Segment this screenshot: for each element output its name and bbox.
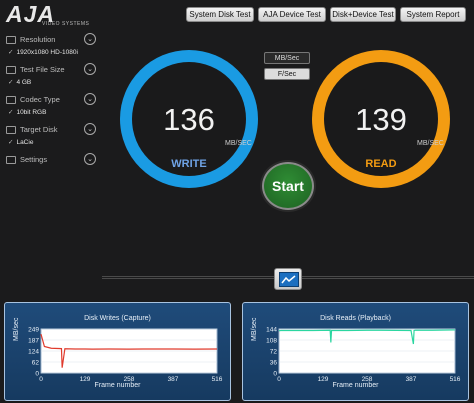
settings-label: Settings <box>20 155 48 164</box>
chevron-down-icon[interactable]: ⌄ <box>84 33 96 45</box>
y-tick-label: 62 <box>32 360 40 367</box>
x-tick-label: 516 <box>450 376 461 383</box>
y-axis-label: MB/sec <box>251 317 258 341</box>
x-tick-label: 387 <box>406 376 417 383</box>
mb-per-sec-toggle[interactable]: MB/Sec <box>264 52 310 64</box>
x-tick-label: 258 <box>362 376 373 383</box>
disk-writes-panel: Disk Writes (Capture) MB/sec Frame numbe… <box>4 302 231 401</box>
series-line <box>278 329 456 345</box>
series-line <box>40 333 218 368</box>
file-size-label: Test File Size <box>20 65 65 74</box>
x-tick-label: 387 <box>168 376 179 383</box>
line-graph-icon <box>279 272 299 287</box>
aja-device-test-button[interactable]: AJA Device Test <box>258 7 326 22</box>
y-tick-label: 144 <box>266 327 277 334</box>
disk-device-test-button[interactable]: Disk+Device Test <box>330 7 396 22</box>
system-report-button[interactable]: System Report <box>400 7 466 22</box>
read-unit: MB/SEC <box>417 140 444 147</box>
disk-writes-chart: 249 187 124 62 00 129 258 387 516 <box>28 327 223 384</box>
sidebar-settings[interactable]: Settings ⌄ <box>6 153 96 166</box>
codec-label: Codec Type <box>20 95 60 104</box>
x-tick-label: 258 <box>124 376 135 383</box>
sidebar-codec[interactable]: Codec Type ⌄ <box>6 93 96 106</box>
write-unit: MB/SEC <box>225 140 252 147</box>
x-axis-label: Frame number <box>94 382 141 389</box>
write-label: WRITE <box>171 158 207 170</box>
sidebar-target-disk[interactable]: Target Disk ⌄ <box>6 123 96 136</box>
write-value: 136 <box>163 102 215 137</box>
y-tick-label: 0 <box>35 371 39 378</box>
monitor-icon <box>6 35 16 44</box>
graph-toggle-button[interactable] <box>274 268 302 290</box>
y-tick-label: 108 <box>266 338 277 345</box>
target-disk-label: Target Disk <box>20 125 58 134</box>
read-label: READ <box>365 158 397 170</box>
x-axis-label: Frame number <box>332 382 379 389</box>
resolution-value: ✓ 1920x1080 HD-1080i <box>8 49 78 56</box>
chevron-down-icon[interactable]: ⌄ <box>84 153 96 165</box>
y-tick-label: 0 <box>273 371 277 378</box>
chart-title: Disk Writes (Capture) <box>84 315 151 322</box>
y-tick-label: 72 <box>270 349 278 356</box>
x-tick-label: 0 <box>277 376 281 383</box>
file-icon <box>6 65 16 74</box>
file-size-value: ✓ 4 GB <box>8 79 32 86</box>
settings-icon <box>6 155 16 164</box>
sidebar-resolution[interactable]: Resolution ⌄ <box>6 33 96 46</box>
chevron-down-icon[interactable]: ⌄ <box>84 63 96 75</box>
read-gauge: 139 MB/SEC READ <box>312 50 450 188</box>
target-disk-value: ✓ LaCie <box>8 139 34 146</box>
y-tick-label: 187 <box>28 338 39 345</box>
chevron-down-icon[interactable]: ⌄ <box>84 93 96 105</box>
y-tick-label: 249 <box>28 327 39 334</box>
x-tick-label: 0 <box>39 376 43 383</box>
chevron-down-icon[interactable]: ⌄ <box>84 123 96 135</box>
codec-icon <box>6 95 16 104</box>
sidebar-file-size[interactable]: Test File Size ⌄ <box>6 63 96 76</box>
y-tick-label: 124 <box>28 349 39 356</box>
chart-title: Disk Reads (Playback) <box>320 315 391 322</box>
disk-reads-panel: Disk Reads (Playback) MB/sec Frame numbe… <box>242 302 469 401</box>
start-button[interactable]: Start <box>262 162 314 210</box>
disk-icon <box>6 125 16 134</box>
system-disk-test-button[interactable]: System Disk Test <box>186 7 254 22</box>
resolution-label: Resolution <box>20 35 56 44</box>
y-tick-label: 36 <box>270 360 278 367</box>
y-axis-label: MB/sec <box>13 317 20 341</box>
x-tick-label: 129 <box>80 376 91 383</box>
write-gauge: 136 MB/SEC WRITE <box>120 50 258 188</box>
x-tick-label: 516 <box>212 376 223 383</box>
x-tick-label: 129 <box>318 376 329 383</box>
logo-subtitle: VIDEO SYSTEMS <box>42 21 90 27</box>
read-value: 139 <box>355 102 407 137</box>
frames-per-sec-toggle[interactable]: F/Sec <box>264 68 310 80</box>
disk-reads-chart: 144 108 72 36 00 129 258 387 516 <box>266 327 461 384</box>
aja-logo: AJA VIDEO SYSTEMS <box>6 1 96 28</box>
logo-wordmark: AJA <box>6 1 56 27</box>
codec-value: ✓ 10bit RGB <box>8 109 47 116</box>
